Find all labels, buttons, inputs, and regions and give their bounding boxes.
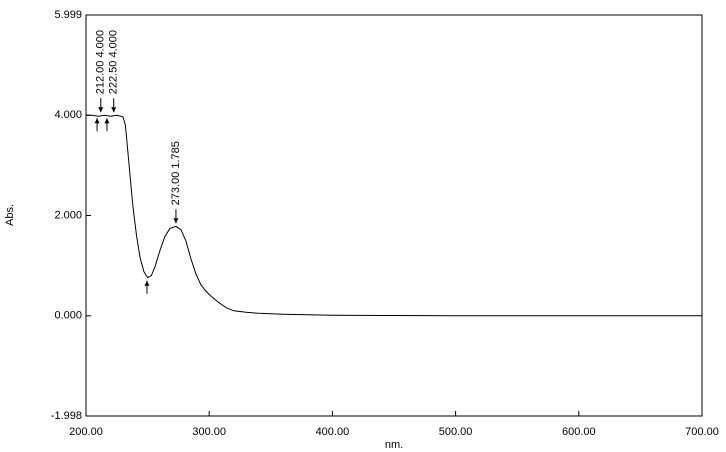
valley-arrow-head <box>144 280 150 286</box>
valley-arrow-head <box>104 118 110 124</box>
valley-arrow-head <box>94 118 100 124</box>
peak-label: 212.00 4.000 <box>95 30 107 94</box>
x-tick-label: 600.00 <box>562 426 596 438</box>
y-tick-label: -1.998 <box>51 410 82 422</box>
y-tick-label: 2.000 <box>54 209 82 221</box>
y-tick-label: 0.000 <box>54 310 82 322</box>
y-tick-label: 5.999 <box>54 9 82 21</box>
x-tick-label: 400.00 <box>316 426 350 438</box>
x-tick-label: 500.00 <box>439 426 473 438</box>
x-tick-label: 300.00 <box>192 426 226 438</box>
peak-arrow-head <box>173 218 179 224</box>
spectrum-line <box>86 114 702 317</box>
x-axis-label: nm. <box>385 439 403 451</box>
y-tick-label: 4.000 <box>54 109 82 121</box>
peak-arrow-head <box>111 107 117 113</box>
peak-label: 222.50 4.000 <box>108 30 120 94</box>
peak-label: 273.00 1.785 <box>170 141 182 205</box>
peak-arrow-head <box>98 107 104 113</box>
x-tick-label: 200.00 <box>69 426 103 438</box>
plot-frame <box>85 14 703 417</box>
y-axis-label: Abs. <box>4 204 16 226</box>
x-tick-label: 700.00 <box>685 426 719 438</box>
